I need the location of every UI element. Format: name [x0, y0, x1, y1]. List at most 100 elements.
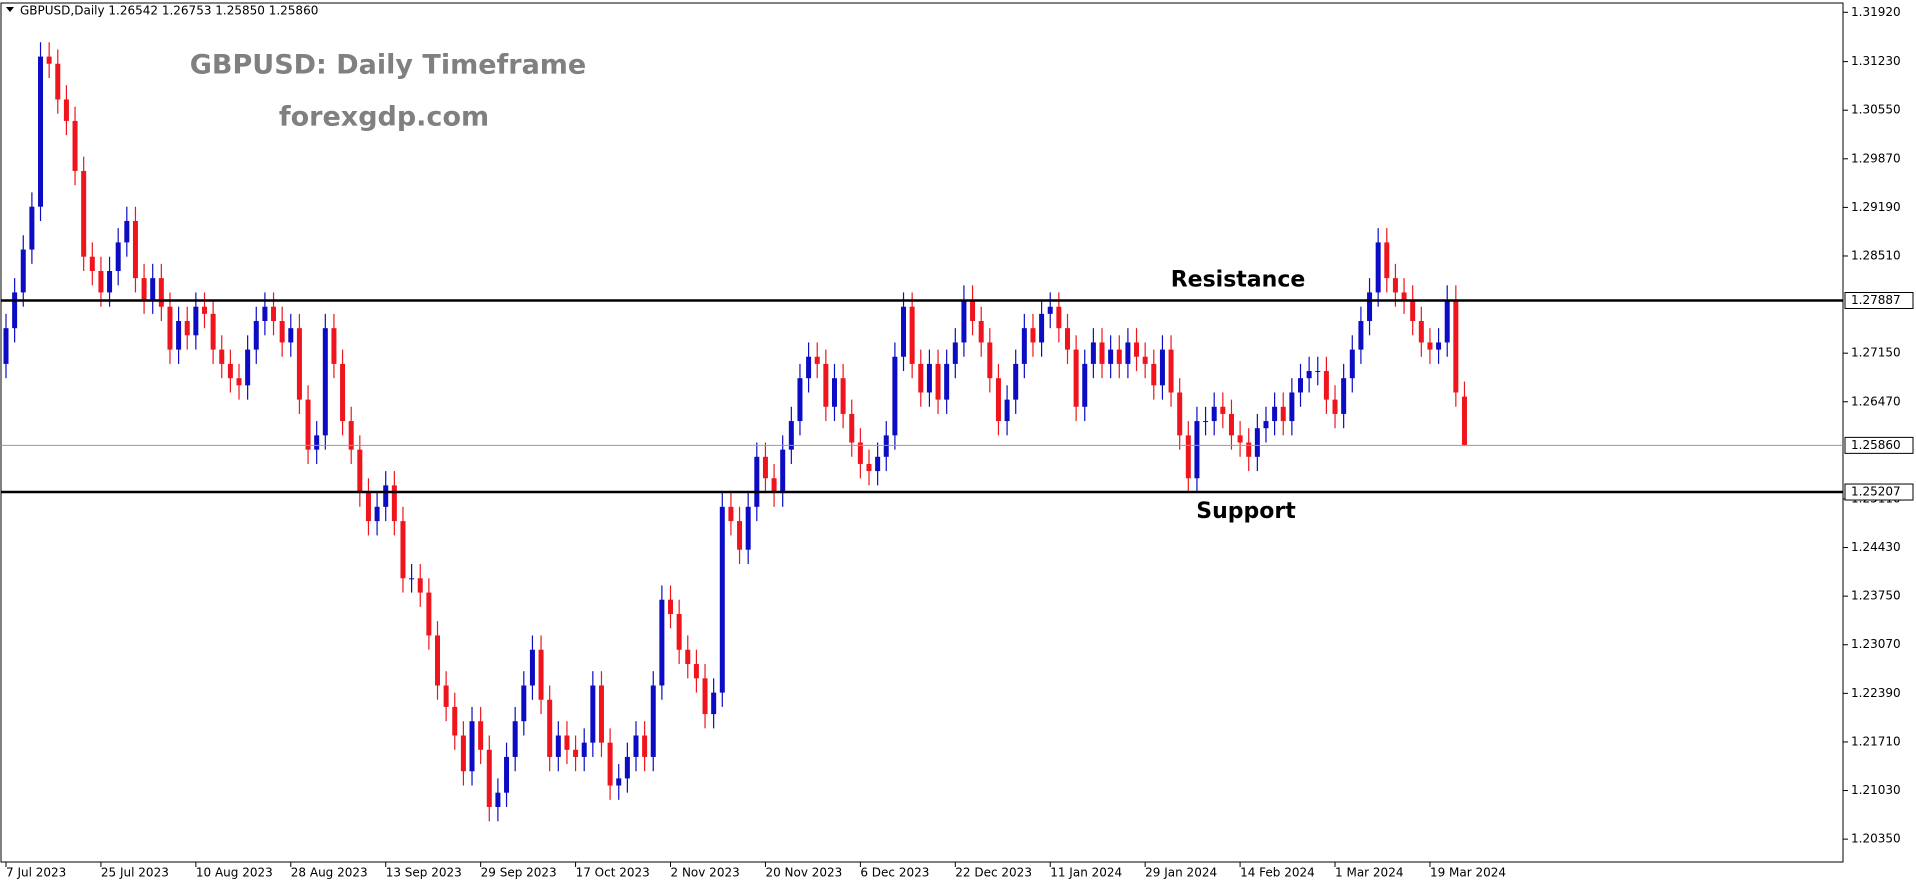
candle-body	[107, 270, 113, 293]
y-tick-label: 1.24430	[1851, 540, 1901, 554]
y-tick-label: 1.29190	[1851, 200, 1901, 214]
candle-body	[1159, 349, 1165, 386]
header: GBPUSD,Daily 1.26542 1.26753 1.25850 1.2…	[20, 4, 318, 18]
candle-body	[452, 706, 458, 736]
candle-body	[823, 363, 829, 407]
candle-body	[193, 306, 199, 336]
y-tick-label: 1.23070	[1851, 637, 1901, 651]
candle-body	[167, 306, 173, 350]
candle-body	[132, 220, 138, 279]
candle-body	[814, 356, 820, 364]
x-tick-label: 2 Nov 2023	[671, 866, 740, 880]
y-tick-label: 1.29870	[1851, 151, 1901, 165]
candle-body	[1298, 378, 1303, 393]
candle-body	[504, 756, 510, 793]
candle-body	[1073, 349, 1079, 407]
x-tick-label: 14 Feb 2024	[1240, 866, 1315, 880]
candle-body	[685, 649, 691, 665]
candle-body	[1039, 313, 1045, 343]
candle-body	[693, 664, 699, 679]
candle-body	[1436, 342, 1442, 350]
candle-body	[288, 328, 294, 343]
candle-body	[573, 749, 579, 757]
candle-body	[616, 778, 622, 786]
candle-body	[961, 299, 967, 343]
price-box	[1844, 483, 1914, 501]
candle-body	[547, 699, 553, 757]
candle-body	[1082, 363, 1088, 407]
candle-body	[607, 742, 613, 786]
candle-body	[1427, 342, 1433, 350]
candle-body	[1021, 328, 1027, 364]
y-tick-label: 1.30550	[1851, 103, 1901, 117]
candle-body	[1418, 321, 1424, 343]
chart-title: GBPUSD: Daily Timeframe	[190, 50, 587, 81]
price-box-label: 1.25207	[1851, 485, 1901, 499]
candle-body	[357, 449, 363, 493]
candle-body	[529, 649, 535, 686]
candle-body	[883, 435, 889, 457]
candle-body	[1004, 399, 1010, 422]
candle-body	[400, 521, 406, 579]
candle-body	[1203, 421, 1209, 423]
candle-body	[81, 170, 87, 257]
candle-body	[460, 735, 466, 772]
candle-body	[38, 56, 44, 207]
candle-body	[1099, 342, 1105, 364]
candle-body	[1341, 378, 1347, 414]
candle-body	[1323, 371, 1329, 400]
candle-body	[55, 63, 61, 100]
x-tick-label: 17 Oct 2023	[576, 866, 650, 880]
candle-body	[1125, 342, 1131, 364]
x-tick-label: 25 Jul 2023	[101, 866, 169, 880]
candle-body	[1177, 392, 1183, 436]
x-tick-label: 19 Mar 2024	[1430, 866, 1506, 880]
candle-body	[926, 363, 932, 393]
candle-body	[443, 685, 449, 707]
candle-body	[115, 242, 121, 271]
y-tick-label: 1.23750	[1851, 589, 1901, 603]
candle-body	[659, 599, 665, 686]
candle-body	[219, 349, 225, 364]
candle-body	[728, 506, 734, 522]
candle-body	[909, 306, 915, 364]
candle-body	[98, 270, 104, 293]
candle-body	[521, 685, 527, 722]
x-tick-label: 22 Dec 2023	[955, 866, 1032, 880]
candle-body	[1401, 292, 1407, 300]
candle-body	[296, 328, 302, 400]
candle-body	[762, 456, 768, 479]
candle-body	[1375, 242, 1381, 293]
candle-body	[849, 413, 855, 443]
candle-body	[1280, 406, 1286, 422]
candle-body	[150, 278, 156, 300]
candle-body	[1030, 328, 1036, 343]
candle-body	[581, 742, 587, 757]
candle-body	[1384, 242, 1390, 279]
candle-body	[1168, 349, 1174, 393]
candle-body	[1349, 349, 1355, 379]
candle-body	[478, 721, 484, 750]
candle-body	[435, 635, 440, 686]
candle-body	[417, 578, 423, 593]
candle-body	[495, 792, 501, 807]
candle-body	[124, 220, 130, 243]
candle-body	[598, 685, 604, 743]
y-tick-label: 1.21030	[1851, 783, 1901, 797]
candle-body	[995, 378, 1001, 422]
candle-body	[745, 506, 751, 550]
candle-body	[754, 456, 760, 507]
candle-body	[1453, 299, 1459, 393]
y-tick-label: 1.31230	[1851, 54, 1901, 68]
candle-body	[365, 492, 371, 522]
y-tick-label: 1.26470	[1851, 394, 1901, 408]
candle-body	[262, 306, 268, 322]
candle-body	[426, 592, 432, 636]
candle-body	[1392, 278, 1398, 293]
candle-body	[3, 328, 9, 364]
candle-body	[486, 749, 492, 807]
candle-body	[409, 578, 415, 580]
candle-body	[918, 363, 924, 393]
candle-body	[806, 356, 812, 379]
candle-body	[1056, 306, 1062, 329]
